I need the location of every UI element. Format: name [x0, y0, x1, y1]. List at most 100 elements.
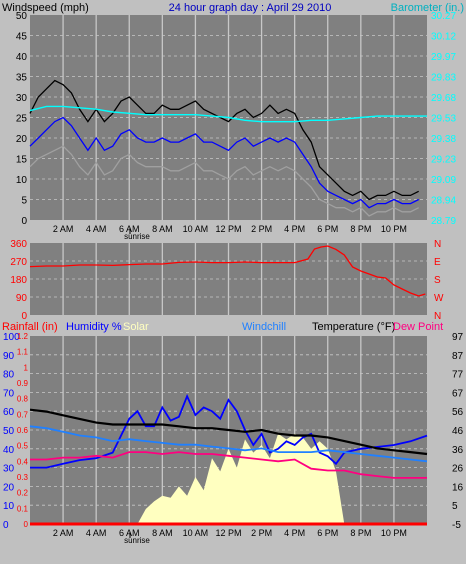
axis-tick-label: 0.6	[17, 426, 29, 435]
sunrise-label-3: sunrise	[124, 536, 150, 545]
axis-tick-label: N	[434, 311, 441, 322]
axis-tick-label: 56	[452, 407, 464, 418]
time-tick-label: 2 AM	[53, 224, 74, 234]
humidity-axis-ticks: 0 10 20 30 40 50 60 70 80 90 100	[3, 332, 20, 531]
axis-tick-label: 70	[3, 388, 15, 399]
time-tick-label: 8 AM	[152, 528, 173, 538]
time-tick-label: 2 PM	[251, 224, 272, 234]
temp-panel-series	[29, 393, 428, 526]
axis-tick-label: S	[434, 275, 441, 286]
temp-panel-legend: Rainfall (in) Humidity % Solar Windchill…	[2, 321, 443, 333]
series-solar	[137, 433, 345, 524]
axis-tick-label: 1	[24, 363, 29, 372]
axis-tick-label: 30	[16, 93, 28, 104]
axis-tick-label: 1.2	[17, 332, 29, 341]
legend-rainfall: Rainfall (in)	[2, 321, 58, 333]
axis-tick-label: -5	[452, 520, 461, 531]
time-tick-label: 4 AM	[86, 528, 107, 538]
axis-tick-label: 36	[452, 445, 464, 456]
time-tick-label: 10 AM	[183, 224, 209, 234]
axis-tick-label: 15	[16, 155, 28, 166]
axis-tick-label: 10	[16, 175, 28, 186]
sunrise-label-1: sunrise	[124, 232, 150, 241]
time-tick-label: 10 AM	[183, 528, 209, 538]
axis-tick-label: 50	[16, 11, 28, 22]
series-gust	[29, 79, 419, 201]
axis-tick-label: 29.97	[431, 52, 456, 63]
time-tick-label: 6 PM	[317, 528, 338, 538]
axis-tick-label: 270	[10, 257, 27, 268]
axis-tick-label: 80	[3, 370, 15, 381]
axis-tick-label: 28.94	[431, 196, 456, 207]
axis-tick-label: 0.4	[17, 457, 29, 466]
axis-tick-label: 35	[16, 73, 28, 84]
axis-tick-label: 20	[16, 134, 28, 145]
axis-tick-label: 10	[3, 501, 15, 512]
axis-tick-label: 20	[3, 482, 15, 493]
axis-tick-label: 100	[3, 332, 20, 343]
axis-tick-label: 40	[16, 52, 28, 63]
time-tick-label: 4 PM	[284, 224, 305, 234]
axis-tick-label: 0	[21, 216, 27, 227]
barometer-axis-title: Barometer (in.)	[391, 2, 464, 14]
axis-tick-label: 30.12	[431, 32, 456, 43]
axis-tick-label: 29.09	[431, 175, 456, 186]
axis-tick-label: N	[434, 239, 441, 250]
legend-windchill: Windchill	[242, 321, 286, 333]
axis-tick-label: 29.53	[431, 114, 456, 125]
legend-dewpoint: Dew Point	[393, 321, 443, 333]
axis-tick-label: 0	[21, 311, 27, 322]
axis-tick-label: 90	[16, 293, 28, 304]
wind-panel-series	[29, 79, 427, 217]
axis-tick-label: 0	[3, 520, 9, 531]
axis-tick-label: 0.7	[17, 410, 29, 419]
axis-tick-label: 29.38	[431, 134, 456, 145]
rain-axis-ticks: 0 0.1 0.2 0.3 0.4 0.5 0.6 0.7 0.8 0.9 1 1.1 1.2	[17, 332, 29, 529]
legend-humidity: Humidity %	[66, 321, 122, 333]
direction-panel-series	[29, 245, 426, 297]
axis-tick-label: 30.27	[431, 11, 456, 22]
axis-tick-label: 16	[452, 482, 464, 493]
series-temperature	[29, 408, 428, 456]
graph-title: 24 hour graph day : April 29 2010	[169, 2, 332, 14]
series-dewpoint	[30, 451, 427, 479]
axis-tick-label: 25	[16, 114, 28, 125]
axis-tick-label: 0.1	[17, 504, 29, 513]
time-tick-label: 6 AM	[119, 224, 140, 234]
axis-tick-label: 30	[3, 464, 15, 475]
axis-tick-label: 0.9	[17, 379, 29, 388]
axis-tick-label: E	[434, 257, 441, 268]
time-tick-label: 4 PM	[284, 528, 305, 538]
axis-tick-label: 29.23	[431, 155, 456, 166]
series-windchill	[29, 425, 428, 463]
time-tick-label: 2 AM	[53, 528, 74, 538]
barometer-right-ticks: 28.79 28.94 29.09 29.23 29.38 29.53 29.68 29.83…	[431, 11, 456, 227]
temp-time-labels: 2 AM 4 AM 6 AM 8 AM 10 AM 12 PM 2 PM 4 PM 6 PM 8 …	[53, 528, 407, 538]
time-tick-label: 10 PM	[381, 224, 407, 234]
series-humidity	[30, 393, 428, 469]
series-barometer	[29, 105, 427, 123]
axis-tick-label: 87	[452, 351, 464, 362]
axis-tick-label: 46	[452, 426, 464, 437]
axis-tick-label: 0.5	[17, 442, 29, 451]
windspeed-axis-title: Windspeed (mph)	[2, 2, 89, 14]
axis-tick-label: 77	[452, 370, 464, 381]
axis-tick-label: 97	[452, 332, 464, 343]
temperature-axis-ticks: -5 5 16 26 36 46 56 67 77 87 97	[452, 332, 464, 531]
legend-solar: Solar	[123, 321, 149, 333]
series-avg	[29, 116, 419, 209]
time-tick-label: 12 PM	[215, 528, 241, 538]
time-tick-label: 4 AM	[86, 224, 107, 234]
legend-temperature: Temperature (°F)	[312, 321, 395, 333]
axis-tick-label: 0.2	[17, 489, 29, 498]
axis-tick-label: 0.3	[17, 473, 29, 482]
axis-tick-label: 1.1	[17, 348, 29, 357]
time-tick-label: 8 PM	[350, 224, 371, 234]
time-tick-label: 8 AM	[152, 224, 173, 234]
series-direction	[29, 245, 426, 297]
axis-tick-label: 360	[10, 239, 27, 250]
axis-tick-label: 60	[3, 407, 15, 418]
axis-tick-label: 180	[10, 275, 27, 286]
